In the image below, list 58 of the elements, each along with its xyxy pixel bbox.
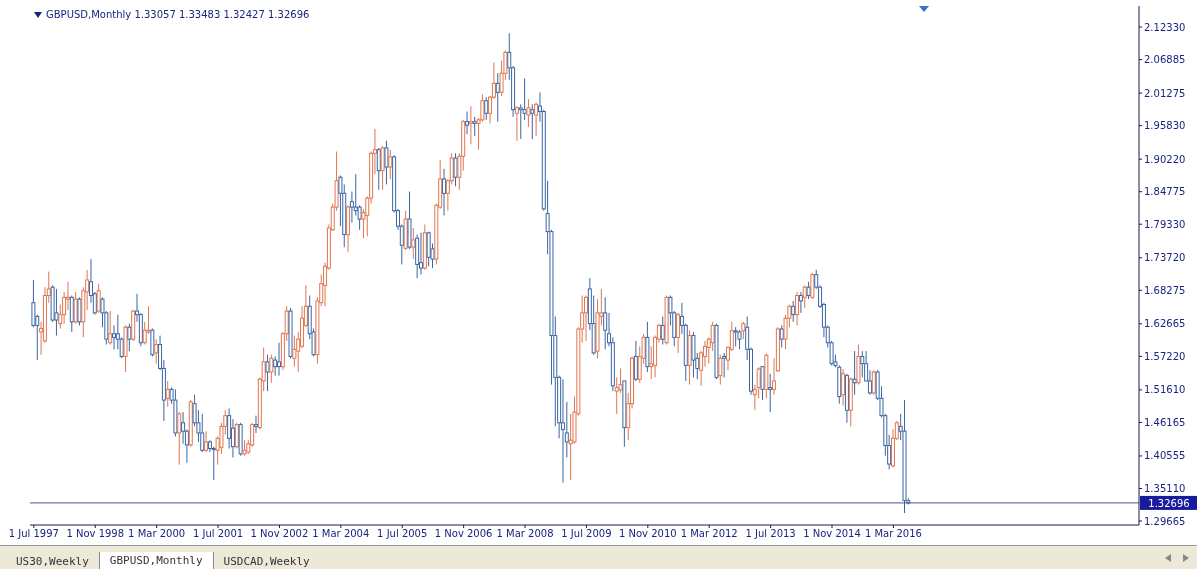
ref-line-label: 1.32696 bbox=[1148, 497, 1190, 509]
candlestick bbox=[112, 324, 116, 350]
x-tick-label: 1 Mar 2012 bbox=[680, 528, 738, 540]
candlestick bbox=[526, 98, 531, 128]
candlestick bbox=[442, 168, 447, 216]
candlestick bbox=[733, 326, 738, 347]
y-tick-label: 1.40555 bbox=[1144, 450, 1186, 462]
candlestick bbox=[530, 103, 535, 140]
candlestick bbox=[200, 413, 205, 453]
candlestick bbox=[795, 291, 800, 326]
candlestick bbox=[384, 140, 389, 185]
text: US30,Weekly bbox=[15, 554, 90, 569]
x-tick-label: 1 Mar 2008 bbox=[496, 528, 554, 540]
y-tick-label: 1.79330 bbox=[1144, 218, 1186, 230]
y-tick-label: 1.51610 bbox=[1144, 384, 1186, 396]
x-tick-label: 1 Jul 2005 bbox=[377, 528, 428, 540]
x-tick-label: 1 Jul 2009 bbox=[561, 528, 612, 540]
y-tick-label: 1.84775 bbox=[1144, 186, 1186, 198]
candlestick bbox=[73, 291, 78, 325]
candlestick bbox=[603, 296, 608, 350]
candlestick bbox=[54, 288, 59, 337]
x-tick-label: 1 Mar 2000 bbox=[128, 528, 186, 540]
x-tick-label: 1 Nov 1998 bbox=[66, 528, 125, 540]
x-tick-label: 1 Mar 2016 bbox=[864, 528, 922, 540]
x-tick-label: 1 Jul 2001 bbox=[192, 528, 244, 540]
y-tick-label: 1.68275 bbox=[1144, 284, 1186, 296]
candlestick bbox=[108, 310, 113, 346]
candlestick bbox=[472, 116, 477, 137]
x-tick-label: 1 Nov 2014 bbox=[803, 528, 861, 540]
x-tick-label: 1 Nov 2006 bbox=[434, 528, 493, 540]
x-tick-label: 1 Jul 2013 bbox=[745, 528, 796, 540]
candlestick bbox=[265, 354, 270, 392]
y-tick-label: 1.29665 bbox=[1144, 515, 1186, 527]
candlestick bbox=[468, 105, 473, 145]
y-tick-label: 2.12330 bbox=[1144, 21, 1186, 33]
candlestick bbox=[484, 96, 489, 121]
candlestick bbox=[380, 145, 385, 191]
y-tick-label: 2.06885 bbox=[1144, 54, 1186, 66]
candlestick bbox=[453, 152, 458, 187]
candlestick bbox=[418, 232, 423, 276]
candlestick bbox=[560, 378, 565, 484]
x-tick-label: 1 Jul 1997 bbox=[8, 528, 59, 540]
x-tick-label: 1 Mar 2004 bbox=[312, 528, 370, 540]
y-tick-label: 1.62665 bbox=[1144, 318, 1186, 330]
candlestick bbox=[798, 291, 803, 314]
y-tick-label: 2.01275 bbox=[1144, 87, 1186, 99]
y-tick-label: 1.95830 bbox=[1144, 120, 1186, 132]
candlestick bbox=[676, 312, 681, 354]
y-tick-label: 1.73720 bbox=[1144, 252, 1186, 264]
y-tick-label: 1.57220 bbox=[1144, 350, 1186, 362]
text: USDCAD,Weekly bbox=[222, 554, 311, 569]
x-tick-label: 1 Nov 2002 bbox=[250, 528, 309, 540]
chart-title: GBPUSD,Monthly 1.33057 1.33483 1.32427 1.32696 bbox=[46, 9, 310, 20]
y-tick-label: 1.90220 bbox=[1144, 153, 1186, 165]
candlestick bbox=[534, 102, 539, 137]
y-tick-label: 1.46165 bbox=[1144, 416, 1186, 428]
y-tick-label: 1.35110 bbox=[1144, 483, 1186, 495]
x-tick-label: 1 Nov 2010 bbox=[618, 528, 677, 540]
